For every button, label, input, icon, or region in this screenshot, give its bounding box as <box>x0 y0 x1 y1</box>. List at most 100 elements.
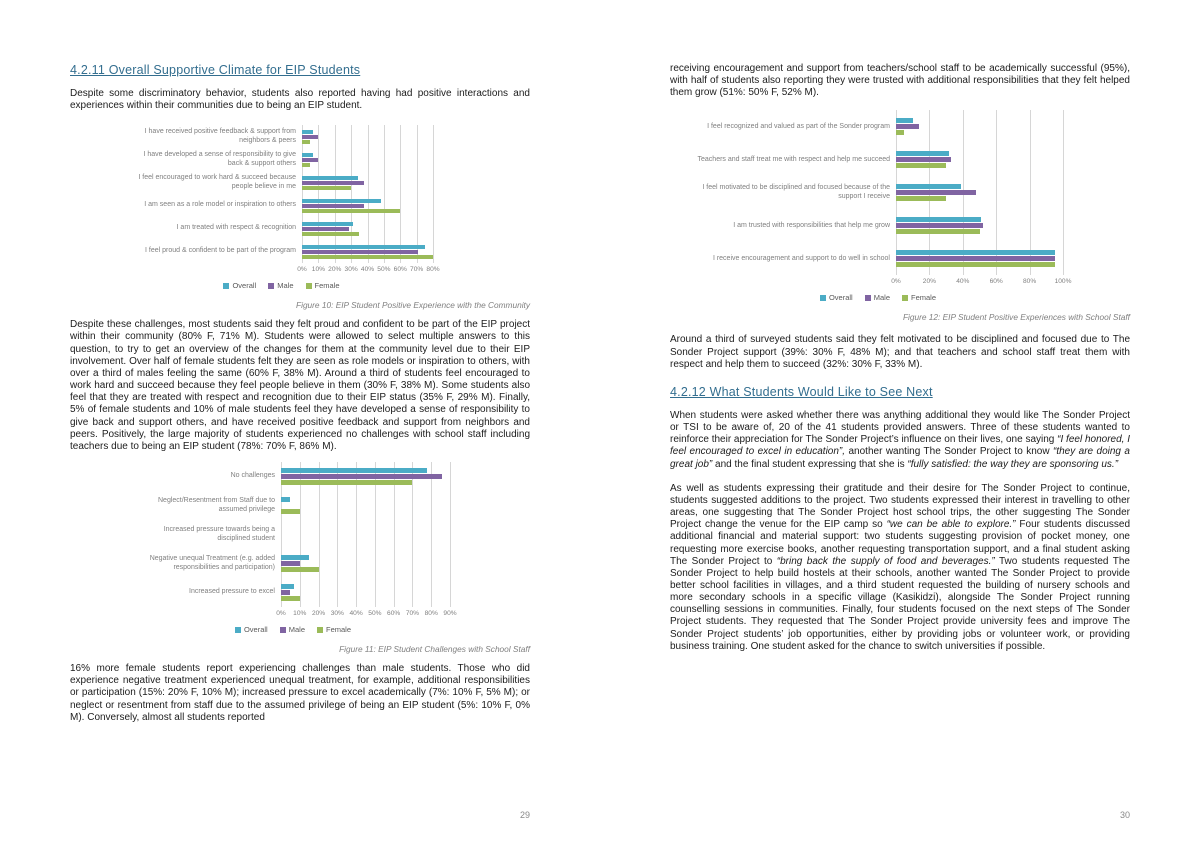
chart-row: I feel recognized and valued as part of … <box>693 110 1063 143</box>
continued-paragraph: receiving encouragement and support from… <box>670 63 1130 99</box>
axis-tick-label: 20% <box>922 278 936 286</box>
category-label: No challenges <box>230 472 275 480</box>
chart-plot-area: I have received positive feedback & supp… <box>130 125 434 264</box>
gridline <box>334 125 336 264</box>
axis-tick-label: 30% <box>344 266 358 274</box>
axis-tick-label: 0% <box>297 266 307 274</box>
gridline <box>450 462 451 608</box>
bar-overall <box>896 118 913 124</box>
category-label: I receive encouragement and support to d… <box>712 254 890 262</box>
figure-11-caption: Figure 11: EIP Student Challenges with S… <box>339 644 530 655</box>
gridline <box>356 462 358 608</box>
bar-female <box>302 231 360 236</box>
text-segment: As well as students expressing their gra… <box>670 482 1130 531</box>
gridline <box>374 462 376 608</box>
bar-male <box>302 203 365 208</box>
intro-paragraph: Despite some discriminatory behavior, st… <box>70 88 530 112</box>
category-label: I feel recognized and valued as part of … <box>707 122 890 130</box>
bar-overall <box>302 129 314 134</box>
bar-overall <box>896 151 950 157</box>
gridline <box>337 462 339 608</box>
gridline <box>416 125 418 264</box>
axis-tick-label: 40% <box>360 266 375 274</box>
chart-row: I feel proud & confident to be part of t… <box>130 240 433 263</box>
staff-results-paragraph: Around a third of surveyed students said… <box>670 334 1130 370</box>
bar-female <box>896 229 980 235</box>
gridline <box>383 125 385 264</box>
axis-tick-label: 100% <box>1054 278 1072 286</box>
axis-tick-label: 50% <box>368 610 382 618</box>
chart-row: No challenges <box>136 462 450 491</box>
bar-group <box>896 118 1063 136</box>
chart-row: I feel encouraged to work hard & succeed… <box>130 171 433 194</box>
bar-overall <box>896 184 962 190</box>
bar-female <box>302 162 311 167</box>
legend-label: Overall <box>232 281 257 291</box>
legend-item-overall: Overall <box>223 281 256 290</box>
axis-tick-label: 20% <box>311 610 326 618</box>
legend-swatch-icon <box>902 294 908 301</box>
legend-item-male: Male <box>268 281 294 290</box>
bar-overall <box>281 468 428 474</box>
axis-tick-label: 70% <box>405 610 420 618</box>
bar-group <box>302 244 433 259</box>
legend-label: Overall <box>243 625 268 635</box>
figure-10: I have received positive feedback & supp… <box>70 125 530 310</box>
bar-male <box>281 474 443 480</box>
gridline <box>1063 110 1064 276</box>
axis-tick-label: 20% <box>328 266 342 274</box>
bar-male <box>302 180 365 185</box>
category-label: I am treated with respect & recognition <box>176 224 296 232</box>
category-label: Increased pressure to excel <box>189 588 275 596</box>
bar-female <box>896 130 905 136</box>
category-label: I have received positive feedback & supp… <box>144 128 296 144</box>
gridline <box>431 462 433 608</box>
axis-tick-label: 60% <box>387 610 401 618</box>
text-segment: Two students requested The Sonder Projec… <box>670 555 1130 652</box>
legend-swatch-icon <box>268 282 275 289</box>
legend-item-female: Female <box>317 625 351 634</box>
category-label: I have developed a sense of responsibili… <box>143 151 296 167</box>
chart-row: I feel motivated to be disciplined and f… <box>693 176 1063 209</box>
bar-male <box>281 561 300 567</box>
bar-female <box>281 567 319 573</box>
category-label: I am seen as a role model or inspiration… <box>144 201 296 209</box>
bar-group <box>281 526 450 543</box>
bar-overall <box>281 555 310 561</box>
legend-item-female: Female <box>305 281 340 290</box>
category-label: Increased pressure towards being a disci… <box>163 525 275 542</box>
text-segment: When students were asked whether there w… <box>670 409 1130 446</box>
section-heading-4-2-12: 4.2.12 What Students Would Like to See N… <box>670 384 933 399</box>
legend-label: Overall <box>828 293 853 303</box>
bar-male <box>896 157 952 163</box>
bar-female <box>302 139 311 144</box>
category-label: I am trusted with responsibilities that … <box>733 221 890 229</box>
chart-legend: Overall Male Female <box>136 625 450 634</box>
axis-tick-label: 80% <box>424 610 438 618</box>
bar-male <box>302 226 350 231</box>
gridline <box>412 462 414 608</box>
chart-legend: Overall Male Female <box>130 281 433 290</box>
axis-tick-label: 60% <box>989 278 1003 286</box>
chart-plot-area: No challenges Neglect/Resentment from Sta… <box>136 462 451 608</box>
bar-group <box>281 468 450 486</box>
gridline <box>318 125 320 264</box>
gridline <box>1029 110 1031 276</box>
bar-female <box>302 208 401 213</box>
chart-gridlines <box>281 462 451 608</box>
legend-label: Female <box>911 293 937 303</box>
bar-female <box>896 163 947 169</box>
bar-male <box>302 157 319 162</box>
bar-overall <box>281 497 291 503</box>
bar-female <box>896 196 947 202</box>
page-number-29: 29 <box>519 810 530 820</box>
bar-group <box>302 175 433 190</box>
legend-item-male: Male <box>279 625 305 634</box>
chart-row: Increased pressure towards being a disci… <box>136 520 450 549</box>
axis-tick-label: 0% <box>891 278 901 286</box>
axis-tick-label: 60% <box>393 266 407 274</box>
legend-swatch-icon <box>279 626 286 633</box>
legend-item-overall: Overall <box>819 293 853 303</box>
bar-overall <box>302 175 358 180</box>
category-label: I feel motivated to be disciplined and f… <box>702 184 890 200</box>
